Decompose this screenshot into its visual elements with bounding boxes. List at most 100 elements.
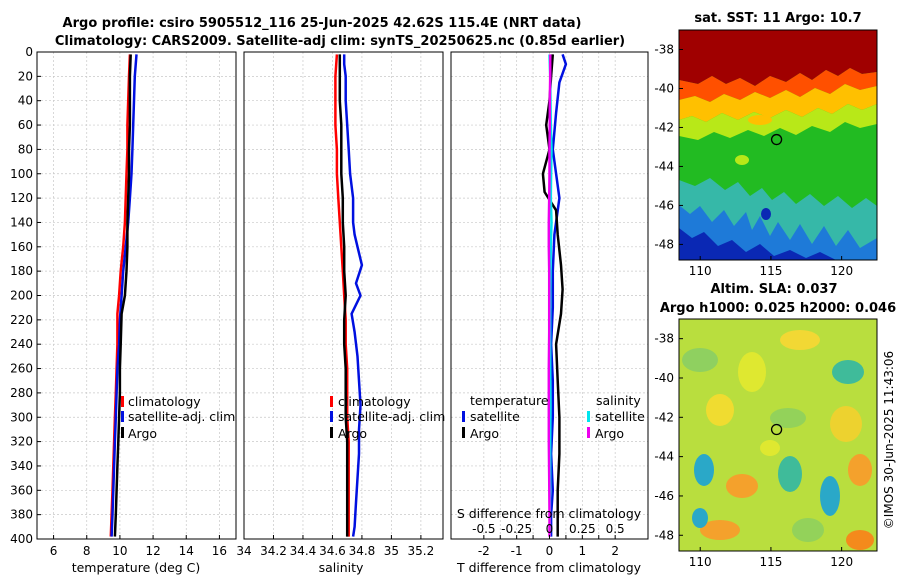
legend-swatch-s-argo — [587, 427, 590, 438]
sst-map: sat. SST: 11 Argo: 10.7 110 115 120 -38 -40 -… — [654, 11, 878, 278]
temperature-tick-labels: 6 8 10 12 14 16 — [50, 535, 227, 558]
map-y-tick-label: -40 — [654, 371, 674, 385]
difference-profiles — [541, 54, 568, 537]
y-tick-label: 320 — [10, 435, 33, 449]
y-tick-label: 360 — [10, 483, 33, 497]
sst-map-title: sat. SST: 11 Argo: 10.7 — [694, 11, 861, 26]
y-tick-label: 0 — [25, 45, 33, 59]
salinity-legend: climatology satellite-adj. clim Argo — [330, 394, 445, 441]
difference-xlabel: T difference from climatology — [456, 560, 642, 575]
x-tick-label: 12 — [145, 544, 160, 558]
series-line-s-argo — [547, 54, 552, 537]
salinity-panel: 34 34.2 34.4 34.6 34.8 35 35.2 salinity climat… — [236, 51, 445, 575]
temperature-panel: 0 20 40 60 80 100 120 140 160 180 200 220 240 260 280 3… — [10, 45, 237, 575]
series-line-t-satellite — [549, 54, 568, 537]
x-tick-label: 8 — [83, 544, 91, 558]
legend-heading-salinity: salinity — [596, 393, 641, 408]
temperature-grid — [37, 52, 236, 539]
map-y-tick-label: -48 — [654, 237, 674, 251]
map-y-tick-label: -38 — [654, 42, 674, 56]
y-tick-label: 220 — [10, 313, 33, 327]
y-tick-label: 180 — [10, 264, 33, 278]
y-tick-label: 100 — [10, 167, 33, 181]
x-tick-label: 16 — [212, 544, 227, 558]
temperature-legend: climatology satellite-adj. clim Argo — [121, 394, 235, 441]
temperature-xlabel: temperature (deg C) — [72, 560, 201, 575]
salinity-tick-labels: 34 34.2 34.4 34.6 34.8 35 35.2 — [236, 535, 434, 558]
legend-swatch-s-satellite — [587, 411, 590, 422]
s-tick-label: 0.25 — [569, 522, 596, 536]
y-tick-label: 280 — [10, 386, 33, 400]
figure-title-line1: Argo profile: csiro 5905512_116 25-Jun-2… — [63, 16, 582, 31]
x-tick-label: -1 — [511, 544, 523, 558]
map-x-tick-label: 115 — [759, 555, 782, 569]
series-line-satellite-adj-clim — [342, 54, 364, 537]
sla-map-frame — [678, 318, 878, 552]
x-tick-label: 2 — [611, 544, 619, 558]
salinity-xlabel: salinity — [319, 560, 364, 575]
y-tick-label: 140 — [10, 215, 33, 229]
series-line-argo — [113, 54, 132, 537]
legend-swatch-satellite — [121, 411, 124, 422]
legend-label-satellite: satellite-adj. clim — [128, 409, 235, 424]
legend-label-t-argo: Argo — [470, 426, 499, 441]
legend-swatch-argo — [121, 427, 124, 438]
y-tick-label: 60 — [18, 118, 33, 132]
map-y-tick-label: -42 — [654, 120, 674, 134]
x-tick-label: 34.6 — [319, 544, 346, 558]
depth-tick-labels: 0 20 40 60 80 100 120 140 160 180 200 220 240 260 280 3… — [10, 45, 41, 546]
s-tick-label: -0.5 — [472, 522, 495, 536]
sla-map: Altim. SLA: 0.037 Argo h1000: 0.025 h200… — [654, 282, 896, 569]
sst-map-ticks: 110 115 120 -38 -40 -42 -44 -46 -48 — [654, 42, 853, 278]
temperature-profiles — [109, 54, 138, 537]
s-difference-tick-labels: -0.5 -0.25 0 0.25 0.5 — [472, 522, 625, 536]
y-tick-label: 80 — [18, 142, 33, 156]
y-tick-label: 400 — [10, 532, 33, 546]
legend-label-satellite: satellite-adj. clim — [338, 409, 445, 424]
map-y-tick-label: -44 — [654, 159, 674, 173]
s-tick-label: 0 — [546, 522, 554, 536]
map-y-tick-label: -44 — [654, 450, 674, 464]
legend-swatch-climatology — [330, 396, 333, 407]
salinity-profiles — [334, 54, 364, 537]
legend-label-climatology: climatology — [128, 394, 201, 409]
sla-map-title-line2: Argo h1000: 0.025 h2000: 0.046 — [660, 301, 896, 316]
legend-label-s-argo: Argo — [595, 426, 624, 441]
y-tick-label: 340 — [10, 459, 33, 473]
t-difference-tick-labels: -2 -1 0 1 2 — [478, 535, 619, 558]
y-tick-label: 380 — [10, 508, 33, 522]
x-tick-label: 35 — [384, 544, 399, 558]
legend-swatch-argo — [330, 427, 333, 438]
x-tick-label: 0 — [546, 544, 554, 558]
series-line-climatology — [334, 54, 350, 537]
y-tick-label: 160 — [10, 240, 33, 254]
x-tick-label: 10 — [112, 544, 127, 558]
imos-watermark: ©IMOS 30-Jun-2025 11:43:06 — [882, 351, 896, 529]
difference-legend: temperature satellite Argo salinity sate… — [462, 393, 645, 441]
map-y-tick-label: -38 — [654, 332, 674, 346]
x-tick-label: 6 — [50, 544, 58, 558]
legend-swatch-satellite — [330, 411, 333, 422]
series-line-argo — [338, 54, 349, 537]
map-x-tick-label: 120 — [830, 264, 853, 278]
map-y-tick-label: -42 — [654, 410, 674, 424]
map-x-tick-label: 115 — [759, 264, 782, 278]
y-tick-label: 40 — [18, 94, 33, 108]
x-tick-label: 34.8 — [349, 544, 376, 558]
legend-swatch-t-argo — [462, 427, 465, 438]
s-tick-label: 0.5 — [606, 522, 625, 536]
x-tick-label: 35.2 — [408, 544, 435, 558]
difference-panel: -2 -1 0 1 2 T difference from climatology S … — [450, 51, 649, 575]
s-tick-label: -0.25 — [501, 522, 532, 536]
legend-label-s-satellite: satellite — [595, 409, 645, 424]
x-tick-label: 34.4 — [290, 544, 317, 558]
s-difference-label: S difference from climatology — [457, 506, 642, 521]
legend-label-argo: Argo — [338, 426, 367, 441]
legend-label-climatology: climatology — [338, 394, 411, 409]
map-x-tick-label: 120 — [830, 555, 853, 569]
map-y-tick-label: -40 — [654, 81, 674, 95]
sst-map-frame — [678, 29, 878, 261]
figure-title-line2: Climatology: CARS2009. Satellite-adj cli… — [55, 34, 625, 49]
sla-map-title-line1: Altim. SLA: 0.037 — [711, 282, 838, 297]
